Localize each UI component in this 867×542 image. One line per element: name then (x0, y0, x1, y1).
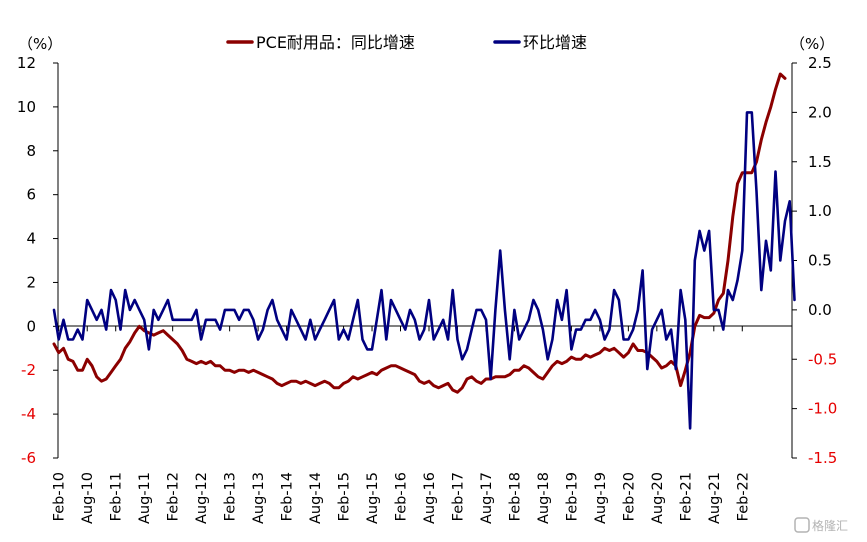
x-tick-label: Feb-14 (280, 472, 296, 521)
left-tick-group: 12 10 8 6 4 2 0 -2 -4 -6 (17, 54, 58, 467)
right-tick-group: 2.5 2.0 1.5 1.0 0.5 0.0 -0.5 -1.0 -1.5 (792, 54, 837, 467)
x-tick-label: Aug-17 (479, 472, 495, 524)
left-tick-label: 2 (26, 273, 36, 291)
x-tick-label: Feb-12 (166, 472, 182, 521)
x-tick-group: Feb-10 Aug-10 Feb-11 Aug-11 Feb-12 Aug-12 Feb-… (52, 326, 751, 524)
watermark: 格隆汇 (794, 517, 848, 533)
right-tick-label: 1.5 (808, 153, 832, 171)
left-tick-label: 4 (26, 230, 36, 248)
x-tick-label: Feb-10 (52, 472, 68, 521)
x-tick-label: Feb-20 (621, 472, 637, 521)
x-tick-label: Feb-21 (678, 472, 694, 521)
x-tick-label: Aug-13 (251, 472, 267, 524)
legend-label-pce-yoy: PCE耐用品：同比增速 (256, 33, 415, 52)
x-tick-label: Aug-18 (536, 472, 552, 524)
series-group (52, 72, 796, 430)
right-tick-label: 2.5 (808, 54, 832, 72)
x-tick-label: Feb-18 (507, 472, 523, 521)
left-tick-label: 12 (17, 54, 36, 72)
right-tick-label: -0.5 (808, 350, 837, 368)
left-tick-label: -6 (21, 449, 36, 467)
x-tick-label: Aug-16 (422, 472, 438, 524)
x-tick-label: Feb-15 (337, 472, 353, 521)
right-tick-label: 1.0 (808, 202, 832, 220)
x-tick-label: Feb-11 (109, 472, 125, 521)
right-tick-label: 0.5 (808, 252, 832, 270)
watermark-logo-icon (794, 517, 810, 533)
left-unit-label: （%） (18, 35, 62, 53)
left-tick-label: 10 (17, 98, 36, 116)
x-tick-label: Feb-16 (394, 472, 410, 521)
x-tick-label: Aug-15 (365, 472, 381, 524)
left-tick-label: 8 (26, 142, 36, 160)
right-unit-label: （%） (790, 35, 834, 53)
x-tick-label: Aug-11 (137, 472, 153, 524)
x-tick-label: Feb-22 (735, 472, 751, 521)
watermark-text: 格隆汇 (812, 518, 848, 533)
x-tick-label: Aug-20 (650, 472, 666, 524)
right-tick-label: 0.0 (808, 301, 832, 319)
x-tick-label: Aug-12 (194, 472, 210, 524)
left-tick-label: -4 (21, 405, 36, 423)
x-tick-label: Aug-19 (593, 472, 609, 524)
x-tick-label: Aug-14 (308, 472, 324, 524)
x-tick-label: Feb-17 (450, 472, 466, 521)
x-tick-label: Aug-10 (80, 472, 96, 524)
series-line-mom (52, 111, 796, 430)
left-tick-label: -2 (21, 361, 36, 379)
left-tick-label: 6 (26, 186, 36, 204)
right-tick-label: 2.0 (808, 103, 832, 121)
right-tick-label: -1.0 (808, 400, 837, 418)
x-tick-label: Feb-13 (223, 472, 239, 521)
x-tick-label: Feb-19 (564, 472, 580, 521)
legend: PCE耐用品：同比增速 环比增速 (226, 33, 587, 52)
legend-label-mom: 环比增速 (523, 33, 587, 52)
left-tick-label: 0 (26, 317, 36, 335)
right-tick-label: -1.5 (808, 449, 837, 467)
x-tick-label: Aug-21 (707, 472, 723, 524)
series-line-pce-yoy (52, 72, 787, 394)
